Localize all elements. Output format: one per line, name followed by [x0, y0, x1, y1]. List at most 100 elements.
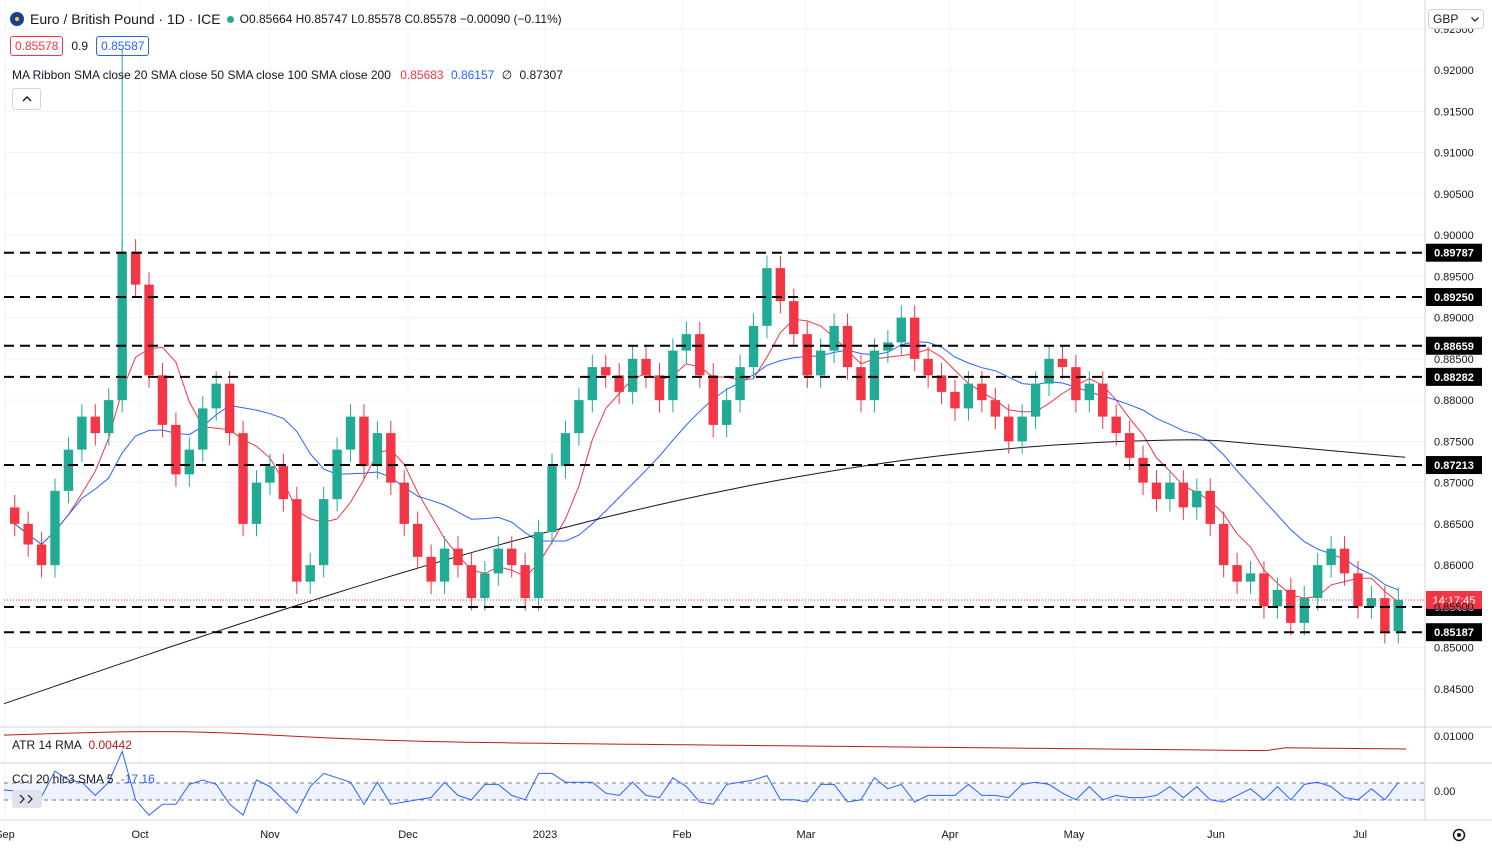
candle-body [1326, 548, 1336, 566]
candle-body [1312, 565, 1323, 599]
atr-line [3, 731, 1407, 752]
atr-legend: ATR 14 RMA 0.00442 [12, 738, 132, 752]
candle-body [198, 408, 208, 450]
candle-body [1165, 482, 1175, 500]
candle-body [560, 433, 571, 467]
x-tick-label: May [1064, 829, 1085, 841]
candle-body [963, 383, 974, 409]
candle-body [896, 317, 906, 343]
candle-body [318, 499, 329, 566]
candle-body [211, 383, 221, 409]
level-label: 0.88659 [1434, 341, 1474, 353]
collapse-legend-button[interactable] [12, 88, 41, 110]
candle-body [466, 565, 477, 599]
candle-body [1393, 599, 1403, 632]
x-tick-label: Apr [941, 829, 958, 841]
candle-body [507, 548, 517, 566]
candle-body [90, 416, 101, 434]
candle-body [1138, 457, 1148, 483]
spread-value: 0.9 [71, 39, 89, 53]
sma200-line [3, 439, 1406, 705]
candle-body [1044, 358, 1054, 384]
candle-body [412, 523, 423, 557]
sma200-value: 0.87307 [519, 68, 563, 82]
candle-body [829, 325, 839, 351]
current-price-tag [1426, 590, 1482, 609]
y-tick-label: 0.84500 [1434, 684, 1474, 696]
candle-body [104, 400, 114, 434]
candle-body [1380, 598, 1390, 632]
candle-body [265, 466, 275, 483]
y-tick-label: 0.85500 [1434, 601, 1474, 613]
y-tick-label: 0.88000 [1434, 395, 1474, 407]
candle-body [587, 367, 598, 401]
candle-body [869, 350, 880, 401]
candle-body [547, 466, 557, 533]
candle-body [157, 375, 168, 425]
sma20-line [14, 318, 1399, 603]
pane-controls-button[interactable] [12, 790, 42, 808]
level-tag [1426, 243, 1482, 262]
cci-legend: CCI 20 hlc3 SMA 5 -17.16 [12, 772, 155, 786]
y-tick-label: 0.92000 [1434, 65, 1474, 77]
settings-gear-icon[interactable] [1450, 826, 1468, 844]
candle-body [708, 375, 718, 425]
buy-price-button[interactable]: 0.85587 [96, 36, 150, 56]
level-label: 0.89787 [1434, 248, 1474, 260]
x-tick-label: 2023 [533, 829, 557, 841]
euro-flag-icon [10, 12, 24, 26]
countdown-label: 14:17:45 [1433, 595, 1476, 607]
candle-body [1057, 358, 1068, 368]
candle-body [1151, 482, 1162, 500]
candle-body [1111, 416, 1121, 434]
candle-body [533, 532, 544, 599]
candle-body [278, 466, 289, 500]
candle-body [144, 284, 154, 376]
level-label: 0.88282 [1434, 372, 1474, 384]
candle-body [1192, 490, 1202, 508]
candle-body [802, 334, 812, 376]
candle-body [762, 268, 772, 326]
candle-body [1218, 523, 1229, 566]
sma50-value: 0.86157 [450, 68, 495, 82]
ma-ribbon-legend: MA Ribbon SMA close 20 SMA close 50 SMA … [12, 68, 563, 82]
candle-body [439, 548, 450, 582]
chevron-up-icon [22, 96, 31, 102]
candle-body [426, 556, 436, 582]
candle-body [332, 449, 342, 500]
candle-body [1098, 383, 1108, 417]
sell-price-button[interactable]: 0.85578 [10, 36, 64, 56]
candle-body [493, 548, 503, 574]
ohlc-values: O0.85664 H0.85747 L0.85578 C0.85578 −0.0… [239, 12, 562, 26]
sma50-line [14, 341, 1399, 591]
candle-body [36, 544, 47, 566]
y-tick-label: 0.87000 [1434, 478, 1474, 490]
level-tag [1426, 456, 1482, 475]
candle-body [1017, 416, 1027, 442]
y-tick-label: 0.85000 [1434, 643, 1474, 655]
level-tag [1426, 336, 1482, 355]
sma100-value: ∅ [501, 68, 513, 82]
candle-body [815, 350, 826, 376]
y-tick-label: 0.89500 [1434, 271, 1474, 283]
x-tick-label: Mar [797, 829, 816, 841]
candle-body [1178, 482, 1189, 508]
candle-body [63, 449, 74, 491]
currency-label: GBP [1433, 12, 1459, 26]
candle-body [654, 375, 665, 401]
double-chevron-icon [19, 794, 33, 804]
candle-body [923, 358, 933, 376]
currency-selector[interactable]: GBP [1428, 9, 1484, 29]
candle-body [735, 367, 745, 401]
candle-body [50, 490, 60, 566]
cci-line [3, 749, 1399, 817]
candle-body [1339, 548, 1350, 574]
candle-body [77, 416, 87, 450]
candle-body [117, 251, 127, 401]
x-tick-label: Feb [673, 829, 692, 841]
y-tick-label: 0.88500 [1434, 354, 1474, 366]
candle-body [1004, 416, 1014, 442]
y-tick-label: 0.91500 [1434, 106, 1474, 118]
candle-body [345, 416, 356, 450]
